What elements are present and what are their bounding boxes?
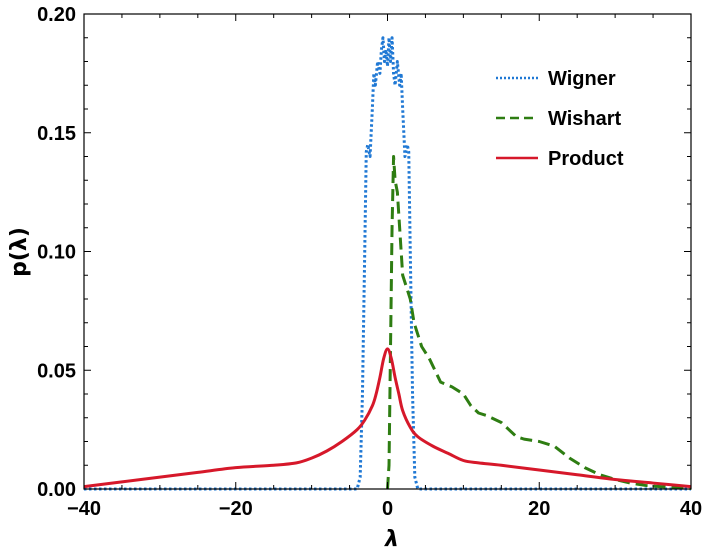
y-tick-label: 0.05 (37, 360, 76, 382)
legend: Wigner Wishart Product (496, 68, 624, 170)
y-tick-label: 0.20 (37, 4, 76, 26)
y-axis-title: p(λ) (7, 227, 32, 277)
legend-label-wishart: Wishart (548, 108, 622, 130)
series-layer (83, 36, 692, 491)
y-tick-label: 0.10 (37, 242, 76, 264)
x-tick-label: 0 (382, 498, 393, 520)
series-line-wigner (84, 36, 691, 491)
x-tick-label: −40 (67, 498, 101, 520)
y-tick-label: 0.00 (37, 479, 76, 501)
x-tick-label: 40 (680, 498, 702, 520)
x-tick-label: 20 (528, 498, 550, 520)
x-axis: −40 −20 0 20 40 (67, 14, 702, 520)
series-line-wishart (386, 155, 692, 491)
legend-label-wigner: Wigner (548, 68, 616, 90)
x-tick-label: −20 (219, 498, 253, 520)
y-tick-label: 0.15 (37, 123, 76, 145)
series-line-product (83, 347, 692, 489)
x-axis-title: λ (384, 527, 399, 552)
y-axis: 0.00 0.05 0.10 0.15 0.20 (37, 4, 691, 501)
legend-label-product: Product (548, 148, 624, 170)
